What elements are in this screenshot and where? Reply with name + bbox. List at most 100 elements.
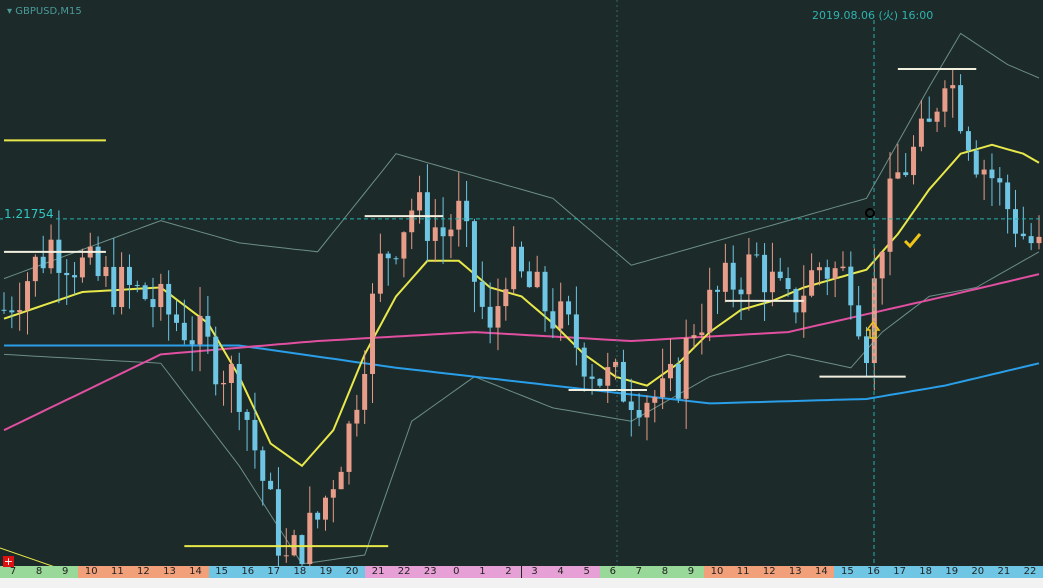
candle-body — [338, 471, 344, 490]
candle-body — [503, 289, 509, 307]
candle-body — [103, 266, 109, 277]
candle-body — [432, 227, 438, 241]
candle-body — [283, 555, 289, 557]
time-tick-label: 20 — [964, 566, 991, 578]
crosshair-time-label: 2019.08.06 (火) 16:00 — [812, 9, 934, 22]
candle-body — [613, 361, 619, 368]
trend-line — [0, 547, 54, 566]
time-tick-label: 12 — [756, 566, 783, 578]
candle-body — [871, 278, 877, 364]
candle-body — [715, 289, 721, 292]
candle-body — [801, 295, 807, 313]
candle-body — [228, 363, 234, 383]
up-arrow-icon — [865, 320, 881, 339]
candle-body — [197, 315, 203, 345]
crosshair — [0, 0, 1043, 566]
candle-body — [887, 178, 893, 252]
candle-body — [769, 271, 775, 293]
time-tick-label: 10 — [78, 566, 105, 578]
bollinger-upper-line — [3, 32, 1040, 280]
candle-body — [942, 88, 948, 112]
time-tick-label: 9 — [52, 566, 79, 578]
candle-body — [275, 489, 281, 556]
time-tick-label: 6 — [599, 566, 626, 578]
add-icon[interactable]: + — [3, 555, 14, 568]
candle-body — [573, 314, 579, 348]
candle-body — [911, 146, 917, 176]
candle-body — [691, 335, 697, 338]
ma-short-line — [3, 143, 1040, 468]
candle-body — [785, 278, 791, 290]
candle-body — [762, 254, 768, 293]
candle-body — [997, 178, 1003, 183]
time-tick-label: 22 — [391, 566, 418, 578]
candle-body — [346, 423, 352, 472]
candle-body — [707, 289, 713, 333]
time-tick-label: 12 — [130, 566, 157, 578]
time-tick-label: 17 — [260, 566, 287, 578]
candle-body — [683, 337, 689, 399]
time-tick-label: 15 — [208, 566, 235, 578]
candle-body — [550, 311, 556, 329]
candle-body — [526, 271, 532, 288]
candle-body — [119, 266, 125, 308]
candle-body — [409, 210, 415, 233]
time-tick-label: 23 — [417, 566, 444, 578]
candle-body — [330, 489, 336, 498]
candle-body — [1036, 236, 1042, 244]
candle-body — [370, 293, 376, 374]
time-tick-label: 14 — [808, 566, 835, 578]
candle-body — [448, 229, 454, 237]
candle-body — [221, 382, 227, 385]
candle-body — [652, 397, 658, 403]
time-tick-label: 14 — [182, 566, 209, 578]
candle-body — [142, 285, 148, 300]
candle-body — [79, 257, 85, 278]
candle-body — [362, 373, 368, 410]
candle-body — [377, 253, 383, 294]
candle-body — [832, 268, 838, 279]
time-tick-label: 7 — [625, 566, 652, 578]
candle-body — [95, 246, 101, 277]
bottom-strip — [0, 578, 1043, 588]
candle-body — [566, 301, 572, 315]
candle-body — [48, 239, 54, 269]
candle-body — [581, 347, 587, 377]
time-tick-label: 20 — [338, 566, 366, 578]
candle-body — [307, 512, 313, 564]
time-tick-label: 21 — [365, 566, 392, 578]
candle-body — [1028, 236, 1034, 244]
candle-body — [534, 271, 540, 288]
candle-body — [417, 192, 423, 211]
candle-body — [299, 535, 305, 564]
time-tick-label: 17 — [886, 566, 913, 578]
candle-body — [495, 306, 501, 328]
price-chart[interactable] — [0, 0, 1043, 566]
candle-body — [926, 118, 932, 122]
candle-body — [64, 272, 70, 276]
time-axis: 7 8 9 10 11 12 13 14 15 16 17 18 19 20 21 22 23 0 1 2 3 4 5 6 7 8… — [0, 566, 1043, 578]
candle-body — [134, 284, 140, 286]
candle-body — [354, 409, 360, 424]
candle-body — [1005, 182, 1011, 210]
candle-body — [126, 266, 132, 285]
candle-body — [519, 246, 524, 272]
candle-body — [597, 378, 603, 386]
candle-body — [393, 258, 399, 260]
candle-body — [981, 169, 987, 175]
candle-body — [856, 305, 862, 337]
candle-body — [479, 281, 485, 307]
candle-body — [32, 256, 38, 282]
candle-body — [903, 172, 909, 176]
candle-body — [989, 169, 995, 179]
candle-body — [816, 267, 822, 271]
time-tick-label: 10 — [704, 566, 731, 578]
candle-body — [244, 411, 250, 420]
candle-body — [958, 85, 964, 132]
time-tick-label: 22 — [1016, 566, 1043, 578]
candle-body — [9, 310, 15, 313]
candle-body — [722, 262, 728, 292]
candle-body — [236, 363, 242, 412]
ma-long-line — [4, 344, 1040, 405]
candle-body — [456, 200, 462, 230]
